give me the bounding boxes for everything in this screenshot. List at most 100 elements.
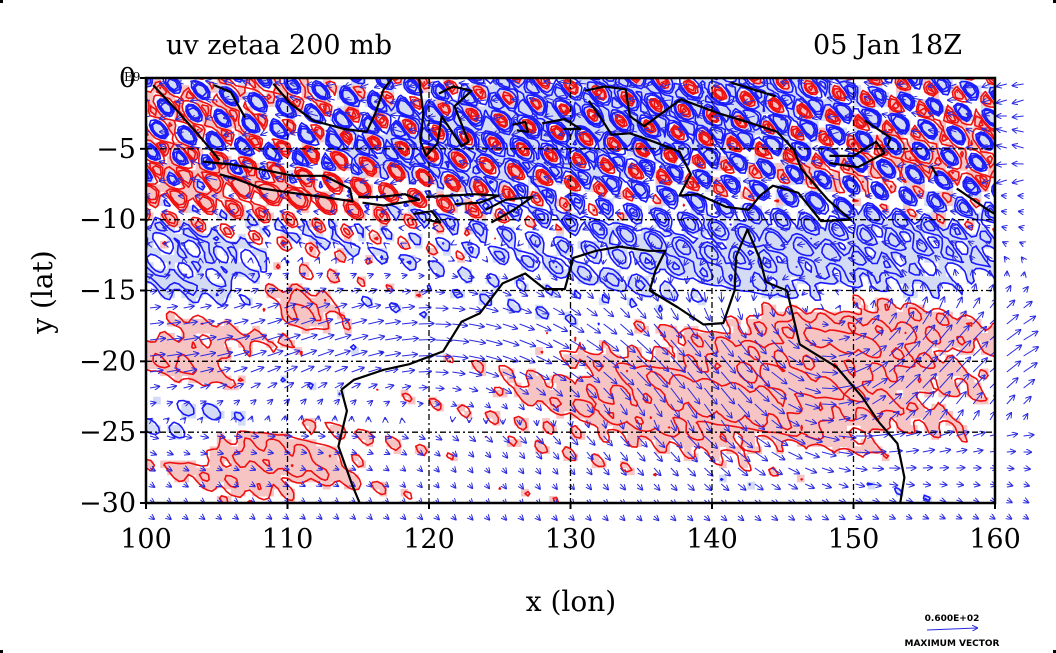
wind-vector [436, 324, 451, 325]
wind-vector [1005, 257, 1007, 260]
wind-vector [923, 516, 928, 519]
wind-vector [247, 212, 251, 213]
wind-vector [671, 516, 676, 520]
wind-vector [788, 516, 794, 520]
wind-vector [469, 516, 472, 520]
wind-vector [849, 227, 856, 228]
wind-vector [251, 516, 255, 519]
wind-vector [666, 196, 671, 197]
wind-vector [1024, 347, 1038, 356]
wind-vector [297, 211, 301, 212]
wind-vector [1007, 301, 1015, 309]
wind-vector [419, 324, 434, 325]
wind-vector [1007, 361, 1020, 372]
wind-vector [368, 516, 371, 519]
wind-vector [251, 436, 258, 437]
wind-vector [1007, 500, 1012, 502]
map-panel [141, 78, 1005, 505]
wind-vector [997, 164, 1007, 165]
wind-vector [900, 196, 906, 197]
wind-vector [536, 260, 537, 263]
wind-vector [475, 180, 486, 181]
wind-vector [1024, 516, 1028, 519]
wind-vector [744, 131, 755, 132]
wind-vector [230, 212, 234, 213]
wind-vector [772, 516, 778, 520]
wind-vector [587, 516, 591, 520]
wind-vector [468, 244, 469, 245]
wind-vector [798, 228, 805, 229]
wind-vector [822, 308, 823, 309]
wind-vector [1024, 435, 1034, 436]
wind-vector [545, 116, 554, 117]
wind-vector [167, 516, 171, 519]
wind-vector [603, 260, 604, 264]
wind-vector [1007, 451, 1015, 452]
wind-vector [366, 227, 369, 228]
wind-vector [819, 292, 822, 293]
wind-vector [1007, 484, 1013, 486]
wind-vector [637, 516, 641, 520]
wind-vector [402, 516, 405, 519]
wind-vector [872, 516, 878, 519]
wind-vector [385, 516, 388, 519]
wind-vector [1024, 380, 1035, 388]
wind-vector [1024, 302, 1032, 308]
wind-vector [361, 100, 369, 101]
wind-vector [231, 227, 234, 228]
wind-vector [1007, 286, 1011, 292]
wind-vector [436, 404, 440, 405]
wind-vector [553, 516, 557, 520]
wind-vector [520, 420, 521, 424]
wind-vector [499, 212, 503, 213]
wind-vector [1024, 484, 1029, 486]
wind-vector [467, 228, 470, 229]
wind-vector [1013, 145, 1024, 148]
wind-vector [967, 147, 974, 148]
map-figure: uv zetaa 200 mb 05 Jan 18Z 100 110 120 130 1… [0, 0, 1056, 653]
wind-vector [956, 516, 961, 519]
wind-vector [997, 180, 1007, 183]
frame-corner-mark [0, 0, 3, 3]
wind-vector [856, 516, 862, 519]
wind-vector [352, 516, 355, 519]
wind-vector [436, 516, 439, 519]
y-tick-label: −20 [79, 346, 136, 377]
wind-vector [516, 212, 520, 213]
wind-vector [419, 387, 427, 388]
wind-vector [281, 211, 285, 212]
wind-vector [419, 371, 431, 372]
wind-vector [997, 84, 1007, 87]
wind-vector [452, 260, 453, 261]
wind-vector [906, 516, 911, 519]
wind-vector [197, 228, 200, 229]
y-tick-label: −15 [79, 276, 136, 307]
wind-vector [749, 196, 755, 197]
x-tick-label: 110 [262, 524, 314, 555]
wind-vector [832, 244, 839, 245]
wind-vector [934, 196, 939, 197]
corner-label: E9 [124, 70, 140, 84]
wind-vector [733, 196, 739, 197]
wind-vector [649, 196, 654, 197]
wind-vector [301, 516, 305, 519]
wind-vector [688, 516, 693, 520]
wind-vector [1007, 395, 1015, 404]
wind-vector [1013, 84, 1024, 86]
wind-vector [301, 258, 302, 260]
wind-vector [616, 196, 621, 197]
wind-vector [1013, 180, 1024, 183]
wind-vector [200, 516, 204, 519]
wind-vector [419, 516, 422, 519]
wind-vector [217, 516, 221, 519]
wind-vector [234, 516, 238, 519]
wind-vector [503, 516, 506, 520]
legend-arrow [927, 628, 977, 630]
wind-vector [352, 436, 358, 437]
wind-vector [452, 244, 453, 245]
wind-vector [214, 227, 217, 228]
wind-vector [1007, 345, 1021, 356]
wind-vector [755, 516, 761, 520]
wind-vector [345, 99, 352, 100]
wind-vector [1024, 363, 1037, 372]
